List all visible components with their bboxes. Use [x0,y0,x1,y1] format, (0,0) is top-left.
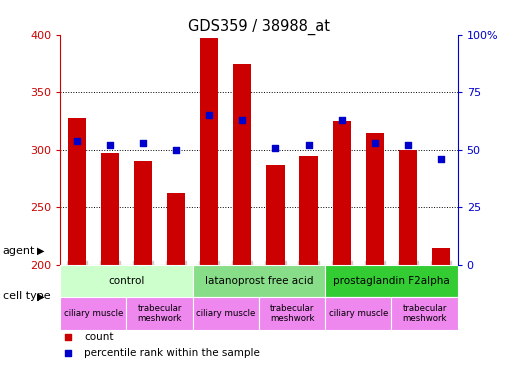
Bar [399,150,417,265]
Bar [259,297,325,329]
Point [337,117,346,123]
Bar [134,161,152,265]
Bar [266,165,285,265]
Point [371,140,379,146]
Point [304,142,313,148]
Title: GDS359 / 38988_at: GDS359 / 38988_at [188,19,330,35]
Bar [200,38,218,265]
Bar [60,265,192,297]
Text: ciliary muscle: ciliary muscle [64,309,123,318]
Bar [300,156,317,265]
Text: control: control [108,276,144,286]
Point [64,334,72,340]
Bar [391,297,458,329]
Bar [101,153,119,265]
Point [106,142,114,148]
Point [139,140,147,146]
Text: latanoprost free acid: latanoprost free acid [204,276,313,286]
Point [172,147,180,153]
Point [437,156,445,162]
Text: agent: agent [3,246,35,256]
Text: cell type: cell type [3,291,50,302]
Text: trabecular
meshwork: trabecular meshwork [137,304,182,323]
Text: trabecular
meshwork: trabecular meshwork [402,304,447,323]
Bar [432,248,450,265]
Bar [333,121,351,265]
Point [238,117,246,123]
Text: count: count [84,332,113,342]
Bar [366,132,384,265]
Point [64,350,72,356]
Point [73,138,81,143]
Text: ▶: ▶ [37,291,44,302]
Bar [325,265,458,297]
Point [271,145,280,150]
Point [205,112,213,118]
Bar [60,297,127,329]
Point [404,142,412,148]
Bar [67,117,86,265]
Text: prostaglandin F2alpha: prostaglandin F2alpha [333,276,450,286]
Text: trabecular
meshwork: trabecular meshwork [270,304,314,323]
Bar [192,297,259,329]
Text: ciliary muscle: ciliary muscle [328,309,388,318]
Bar [192,265,325,297]
Text: ▶: ▶ [37,246,44,256]
Bar [325,297,391,329]
Text: percentile rank within the sample: percentile rank within the sample [84,348,260,358]
Bar [233,64,252,265]
Bar [127,297,192,329]
Text: ciliary muscle: ciliary muscle [196,309,255,318]
Bar [167,193,185,265]
